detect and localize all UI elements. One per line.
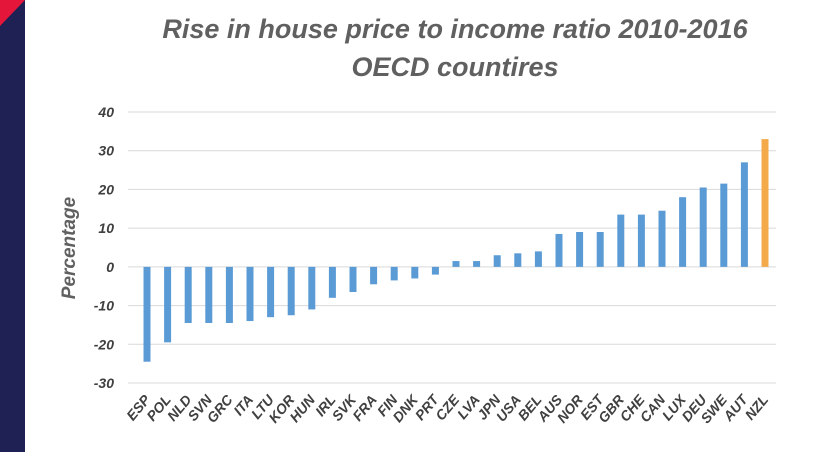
x-category-label: NZL xyxy=(742,392,772,423)
bar-est xyxy=(596,232,604,267)
bar-aus xyxy=(555,233,563,267)
x-category-labels: ESPPOLNLDSVNGRCITALTUKORHUNIRLSVKFRAFIND… xyxy=(123,390,771,426)
bar-cze xyxy=(452,261,460,267)
chart-title: Rise in house price to income ratio 2010… xyxy=(162,14,748,44)
y-tick-labels: 40 30 20 10 0 -10 -20 -30 xyxy=(94,104,114,391)
y-tick-label: 0 xyxy=(106,259,114,275)
bar-che xyxy=(637,214,645,267)
bar-lux xyxy=(679,197,687,267)
bar-can xyxy=(658,210,666,267)
bar-svn xyxy=(205,266,213,323)
bar-dnk xyxy=(411,266,419,279)
bar-deu xyxy=(699,187,707,267)
bar-ita xyxy=(246,266,254,322)
y-tick-label: -10 xyxy=(94,298,114,314)
bar-irl xyxy=(328,266,336,298)
left-accent-corner xyxy=(0,0,25,26)
bar-esp xyxy=(143,266,151,362)
bar-swe xyxy=(720,183,728,267)
bar-lva xyxy=(473,261,481,267)
y-tick-label: 20 xyxy=(97,181,114,197)
y-tick-label: -30 xyxy=(94,375,114,391)
bar-pol xyxy=(164,266,172,343)
bar-nld xyxy=(184,266,192,323)
bar-nor xyxy=(576,232,584,267)
bar-jpn xyxy=(493,255,501,267)
left-accent-bar xyxy=(0,0,25,452)
bar-hun xyxy=(308,266,316,310)
bar-aut xyxy=(740,162,748,267)
bar-gbr xyxy=(617,214,625,267)
bar-grc xyxy=(225,266,233,323)
y-axis-title: Percentage xyxy=(59,196,80,299)
bar-fra xyxy=(370,266,378,285)
bars xyxy=(143,139,769,362)
bar-bel xyxy=(534,251,542,267)
bar-nzl xyxy=(761,139,769,267)
bar-fin xyxy=(390,266,398,281)
gridlines xyxy=(128,111,776,384)
y-tick-label: -20 xyxy=(94,336,114,352)
bar-ltu xyxy=(267,266,275,318)
bar-kor xyxy=(287,266,295,316)
bar-svk xyxy=(349,266,357,293)
bar-usa xyxy=(514,253,522,267)
chart-subtitle: OECD countires xyxy=(351,52,558,82)
y-tick-label: 10 xyxy=(98,220,114,236)
bar-prt xyxy=(431,266,439,275)
y-tick-label: 30 xyxy=(98,143,114,159)
y-tick-label: 40 xyxy=(97,104,114,120)
